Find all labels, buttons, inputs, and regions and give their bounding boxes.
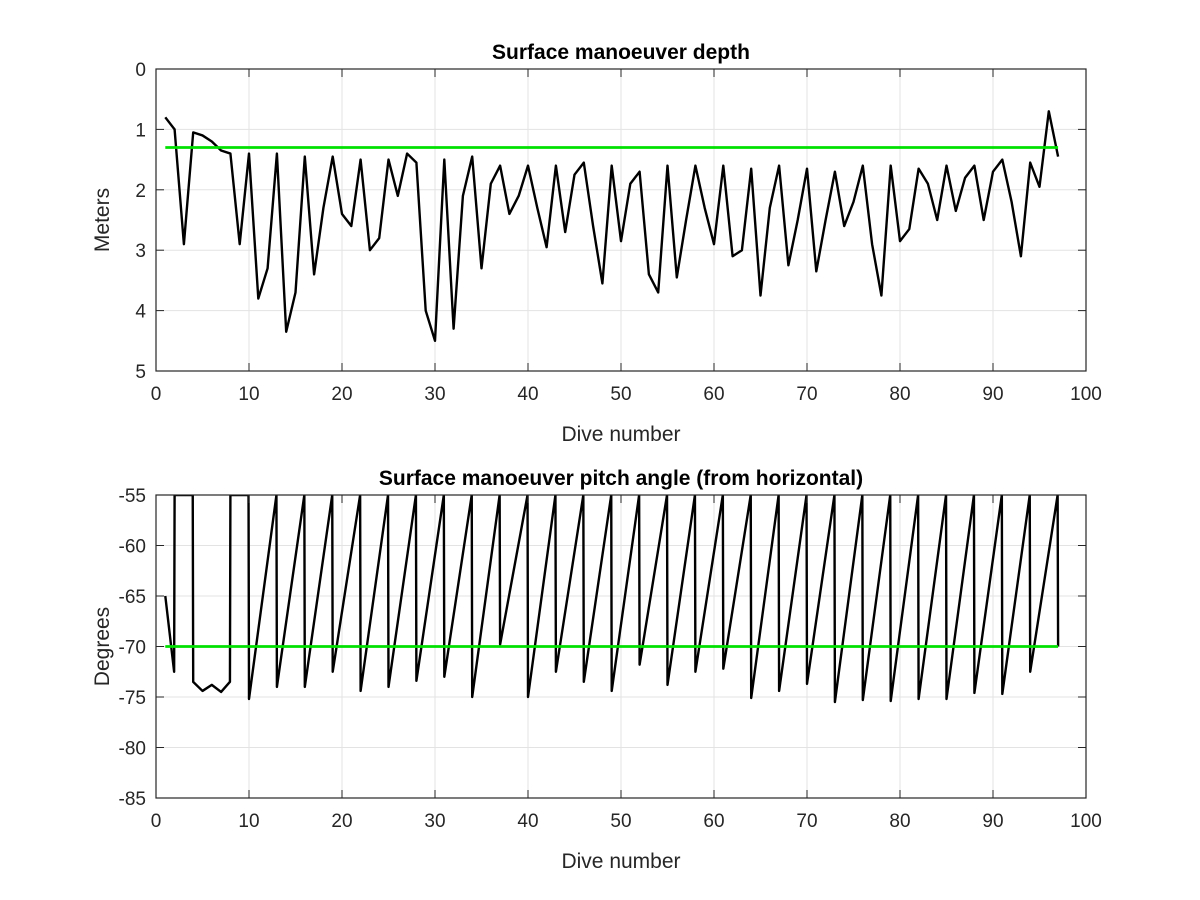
depth-chart-xtick-label: 70: [796, 384, 817, 405]
pitch-chart-xtick-label: 40: [517, 811, 538, 832]
depth-chart-data-series: [164, 110, 1060, 342]
pitch-chart-ytick-label: -65: [119, 587, 146, 608]
depth-chart-xtick-label: 40: [517, 384, 538, 405]
depth-chart-ytick-label: 5: [135, 362, 146, 383]
depth-chart-xtick-label: 50: [610, 384, 631, 405]
pitch-chart-xtick-label: 100: [1070, 811, 1102, 832]
pitch-chart-ytick-label: -55: [119, 486, 146, 507]
depth-chart-xlabel: Dive number: [561, 423, 680, 446]
depth-chart-ytick-label: 0: [135, 60, 146, 81]
pitch-chart-xtick-label: 0: [151, 811, 162, 832]
pitch-chart-xlabel: Dive number: [561, 850, 680, 873]
pitch-chart-ytick-label: -75: [119, 688, 146, 709]
depth-chart-xtick-label: 0: [151, 384, 162, 405]
depth-chart-ylabel: Meters: [91, 188, 114, 252]
pitch-chart-ytick-label: -70: [119, 638, 146, 659]
depth-chart-xtick-label: 90: [982, 384, 1003, 405]
pitch-chart-xtick-label: 50: [610, 811, 631, 832]
pitch-chart-ytick-label: -85: [119, 789, 146, 810]
depth-chart-title: Surface manoeuver depth: [492, 41, 750, 64]
depth-chart-xtick-label: 30: [424, 384, 445, 405]
depth-chart: 0 10 20 30 40 50 60 70 80 90 100 0 1 2 3 4 5 Surface mano…: [91, 41, 1102, 446]
pitch-chart-xtick-label: 30: [424, 811, 445, 832]
depth-chart-xtick-label: 100: [1070, 384, 1102, 405]
pitch-chart-xtick-label: 60: [703, 811, 724, 832]
pitch-chart-xtick-label: 70: [796, 811, 817, 832]
pitch-chart: 0 10 20 30 40 50 60 70 80 90 100 -55 -60 -65 -70 -75 -80…: [91, 467, 1102, 873]
depth-chart-ytick-label: 3: [135, 241, 146, 262]
depth-chart-ytick-label: 4: [135, 302, 146, 323]
pitch-chart-xtick-label: 80: [889, 811, 910, 832]
depth-chart-xtick-label: 60: [703, 384, 724, 405]
pitch-chart-xtick-label: 20: [331, 811, 352, 832]
pitch-chart-ytick-label: -60: [119, 537, 146, 558]
pitch-chart-xtick-label: 10: [238, 811, 259, 832]
pitch-chart-ylabel: Degrees: [91, 607, 114, 686]
pitch-chart-title: Surface manoeuver pitch angle (from hori…: [379, 467, 863, 490]
depth-chart-xtick-label: 20: [331, 384, 352, 405]
depth-chart-ytick-label: 2: [135, 181, 146, 202]
pitch-chart-ytick-label: -80: [119, 739, 146, 760]
depth-chart-xtick-label: 10: [238, 384, 259, 405]
depth-chart-ytick-label: 1: [135, 120, 146, 141]
depth-chart-xtick-label: 80: [889, 384, 910, 405]
pitch-chart-data-series: [164, 495, 1060, 704]
pitch-chart-xtick-label: 90: [982, 811, 1003, 832]
